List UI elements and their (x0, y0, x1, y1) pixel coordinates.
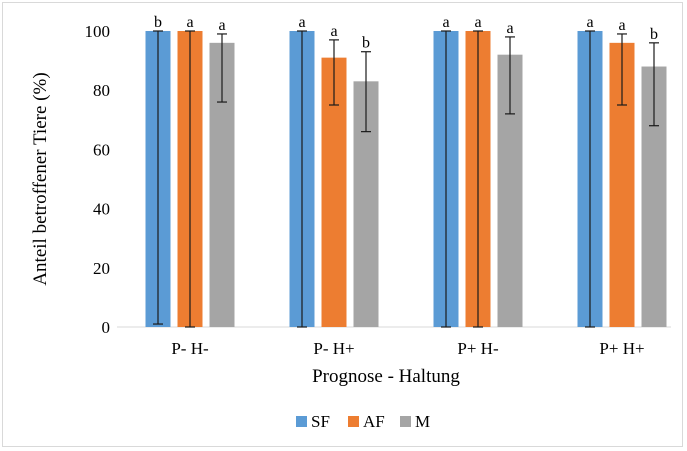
error-bar-af-1 (185, 30, 195, 328)
significance-label: b (650, 26, 658, 43)
error-bar-af-3 (473, 30, 483, 328)
error-bar-sf-3 (441, 30, 451, 328)
significance-label: a (186, 14, 193, 31)
significance-labels: b a a a a b a a a a a b (154, 14, 658, 52)
x-tick-label: P- H- (171, 339, 209, 358)
y-tick-label: 60 (93, 140, 110, 159)
error-bar-m-3 (505, 36, 515, 115)
significance-label: a (330, 23, 337, 40)
error-bar-m-2 (361, 51, 371, 133)
y-tick-label: 100 (85, 22, 111, 41)
legend-item-sf: SF (296, 412, 330, 431)
x-tick-label: P- H+ (313, 339, 354, 358)
significance-label: a (298, 14, 305, 31)
error-bars (153, 30, 659, 328)
legend-item-af: AF (348, 412, 385, 431)
error-bar-m-1 (217, 33, 227, 103)
significance-label: b (154, 14, 162, 31)
legend-label: AF (363, 412, 385, 431)
error-bar-sf-2 (297, 30, 307, 328)
error-bar-sf-1 (153, 30, 163, 325)
bars (145, 31, 667, 328)
legend-label: SF (311, 412, 330, 431)
significance-label: a (618, 17, 625, 34)
error-bar-sf-4 (585, 30, 595, 328)
x-axis-label: Prognose - Haltung (312, 366, 460, 387)
significance-label: a (442, 14, 449, 31)
legend-swatch (400, 416, 411, 427)
error-bar-m-4 (649, 42, 659, 127)
x-tick-label: P+ H+ (599, 339, 644, 358)
x-tick-label: P+ H- (457, 339, 499, 358)
legend-item-m: M (400, 412, 430, 431)
y-tick-label: 80 (93, 81, 110, 100)
significance-label: a (506, 20, 513, 37)
y-axis-label: Anteil betroffener Tiere (%) (30, 72, 51, 285)
legend: SF AF M (296, 412, 430, 431)
y-tick-label: 20 (93, 259, 110, 278)
significance-label: a (218, 17, 225, 34)
error-bar-af-4 (617, 33, 627, 106)
error-bar-af-2 (329, 39, 339, 106)
legend-swatch (348, 416, 359, 427)
significance-label: b (362, 35, 370, 52)
legend-swatch (296, 416, 307, 427)
y-tick-label: 40 (93, 200, 110, 219)
significance-label: a (474, 14, 481, 31)
y-tick-label: 0 (102, 318, 111, 337)
legend-label: M (415, 412, 430, 431)
significance-label: a (586, 14, 593, 31)
